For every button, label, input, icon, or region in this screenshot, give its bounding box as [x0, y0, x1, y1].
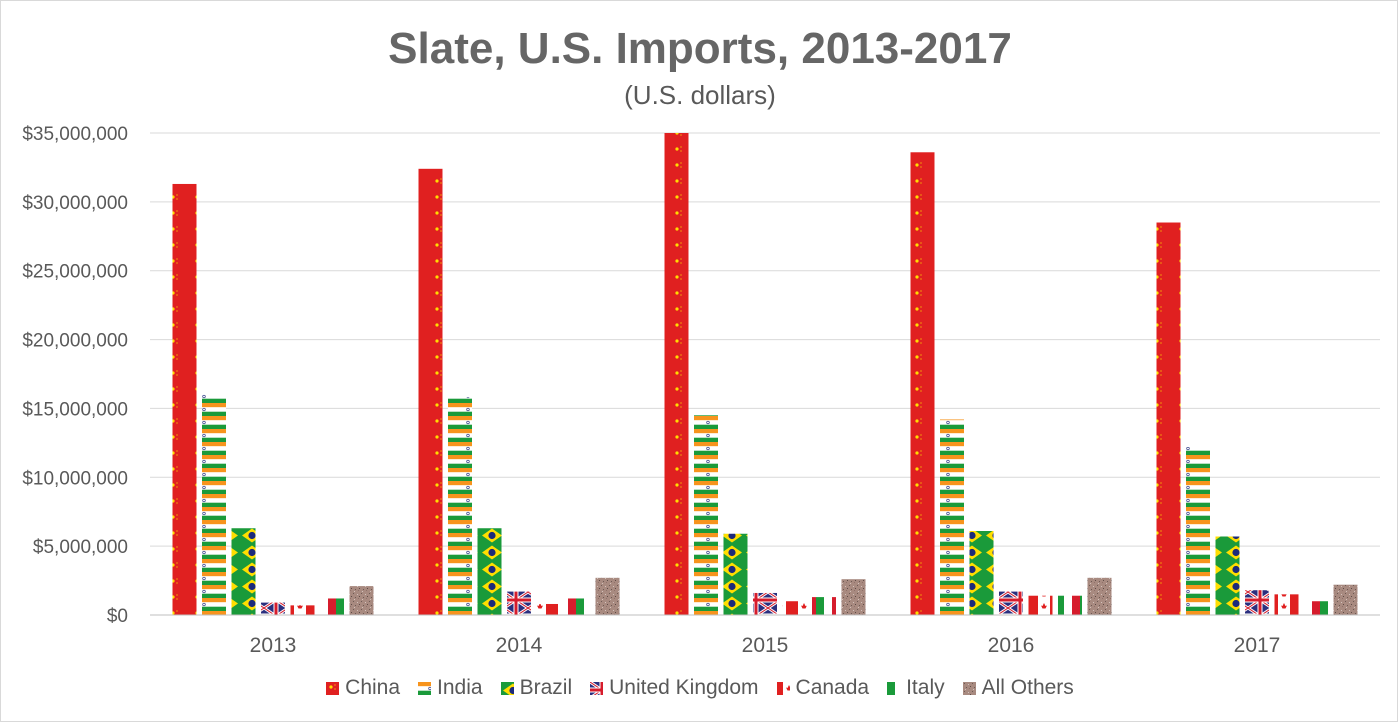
bar-all-others-2017 — [1333, 584, 1358, 615]
bar-all-others-2016 — [1087, 577, 1112, 615]
bar-india-2016 — [940, 419, 964, 615]
x-tick-label: 2015 — [742, 634, 789, 657]
bar-brazil-2014 — [477, 528, 502, 615]
bar-brazil-2016 — [969, 530, 994, 615]
legend-swatch — [887, 681, 901, 695]
bar-china-2013 — [172, 183, 197, 615]
y-tick-label: $25,000,000 — [22, 262, 128, 283]
bar-all-others-2014 — [595, 577, 620, 615]
legend-item-united-kingdom: United Kingdom — [590, 676, 759, 700]
legend-item-brazil: Brazil — [500, 676, 573, 700]
bar-brazil-2015 — [723, 533, 748, 615]
legend-swatch — [776, 681, 790, 695]
bar-india-2013 — [202, 394, 226, 615]
legend-label: Italy — [906, 676, 945, 699]
legend-swatch — [500, 681, 514, 695]
legend-item-all-others: All Others — [962, 676, 1074, 700]
legend-label: Canada — [795, 676, 870, 699]
bar-all-others-2015 — [841, 579, 866, 615]
bar-canada-2015 — [782, 601, 807, 615]
y-axis: $0 $5,000,000 $10,000,000 $15,000,000 $20,00… — [22, 124, 128, 627]
legend-swatch — [326, 681, 340, 695]
legend: China India Brazil United Kingdom Canada Ital… — [0, 676, 1400, 700]
bar-italy-2014 — [566, 598, 590, 615]
bar-brazil-2017 — [1215, 536, 1240, 615]
legend-item-canada: Canada — [776, 676, 870, 700]
bar-canada-2017 — [1274, 594, 1299, 615]
legend-label: India — [437, 676, 483, 699]
chart-subtitle: (U.S. dollars) — [624, 80, 776, 110]
bar-united-kingdom-2017 — [1245, 590, 1269, 615]
bar-italy-2013 — [320, 598, 344, 615]
bar-italy-2015 — [812, 597, 836, 615]
legend-swatch — [418, 681, 432, 695]
bar-canada-2014 — [536, 603, 561, 615]
y-tick-label: $10,000,000 — [22, 468, 128, 489]
bar-united-kingdom-2015 — [753, 592, 777, 615]
y-tick-label: $20,000,000 — [22, 331, 128, 352]
x-axis: 2013 2014 2015 2016 2017 — [150, 614, 1380, 657]
bar-india-2014 — [448, 397, 472, 615]
legend-label: United Kingdom — [609, 676, 759, 699]
bar-china-2015 — [664, 133, 689, 615]
bar-united-kingdom-2016 — [999, 591, 1023, 615]
chart-title: Slate, U.S. Imports, 2013-2017 — [388, 24, 1012, 73]
x-tick-label: 2013 — [250, 634, 297, 657]
bar-canada-2013 — [290, 605, 315, 615]
y-tick-label: $5,000,000 — [33, 537, 128, 558]
bar-china-2014 — [418, 168, 443, 615]
x-tick-label: 2016 — [988, 634, 1035, 657]
legend-swatch — [962, 681, 976, 695]
legend-item-india: India — [418, 676, 483, 700]
legend-label: China — [345, 676, 401, 699]
bar-italy-2017 — [1304, 601, 1328, 615]
legend-label: All Others — [981, 676, 1074, 699]
y-tick-label: $15,000,000 — [22, 399, 128, 420]
y-tick-label: $35,000,000 — [22, 124, 128, 145]
legend-label: Brazil — [519, 676, 573, 699]
bars — [172, 133, 1358, 615]
bar-all-others-2013 — [349, 586, 374, 615]
bar-india-2017 — [1186, 446, 1210, 615]
bar-united-kingdom-2014 — [507, 591, 531, 615]
bar-india-2015 — [694, 415, 718, 615]
x-tick-label: 2017 — [1234, 634, 1281, 657]
legend-item-china: China — [326, 676, 400, 700]
y-tick-label: $0 — [107, 606, 128, 627]
bar-italy-2016 — [1058, 595, 1082, 615]
legend-item-italy: Italy — [887, 676, 945, 700]
x-tick-label: 2014 — [496, 634, 543, 657]
bar-brazil-2013 — [231, 528, 256, 615]
bar-canada-2016 — [1028, 595, 1053, 615]
bar-china-2016 — [910, 152, 935, 615]
bar-china-2017 — [1156, 222, 1181, 615]
legend-swatch — [590, 681, 604, 695]
bar-united-kingdom-2013 — [261, 602, 285, 615]
y-tick-label: $30,000,000 — [22, 193, 128, 214]
